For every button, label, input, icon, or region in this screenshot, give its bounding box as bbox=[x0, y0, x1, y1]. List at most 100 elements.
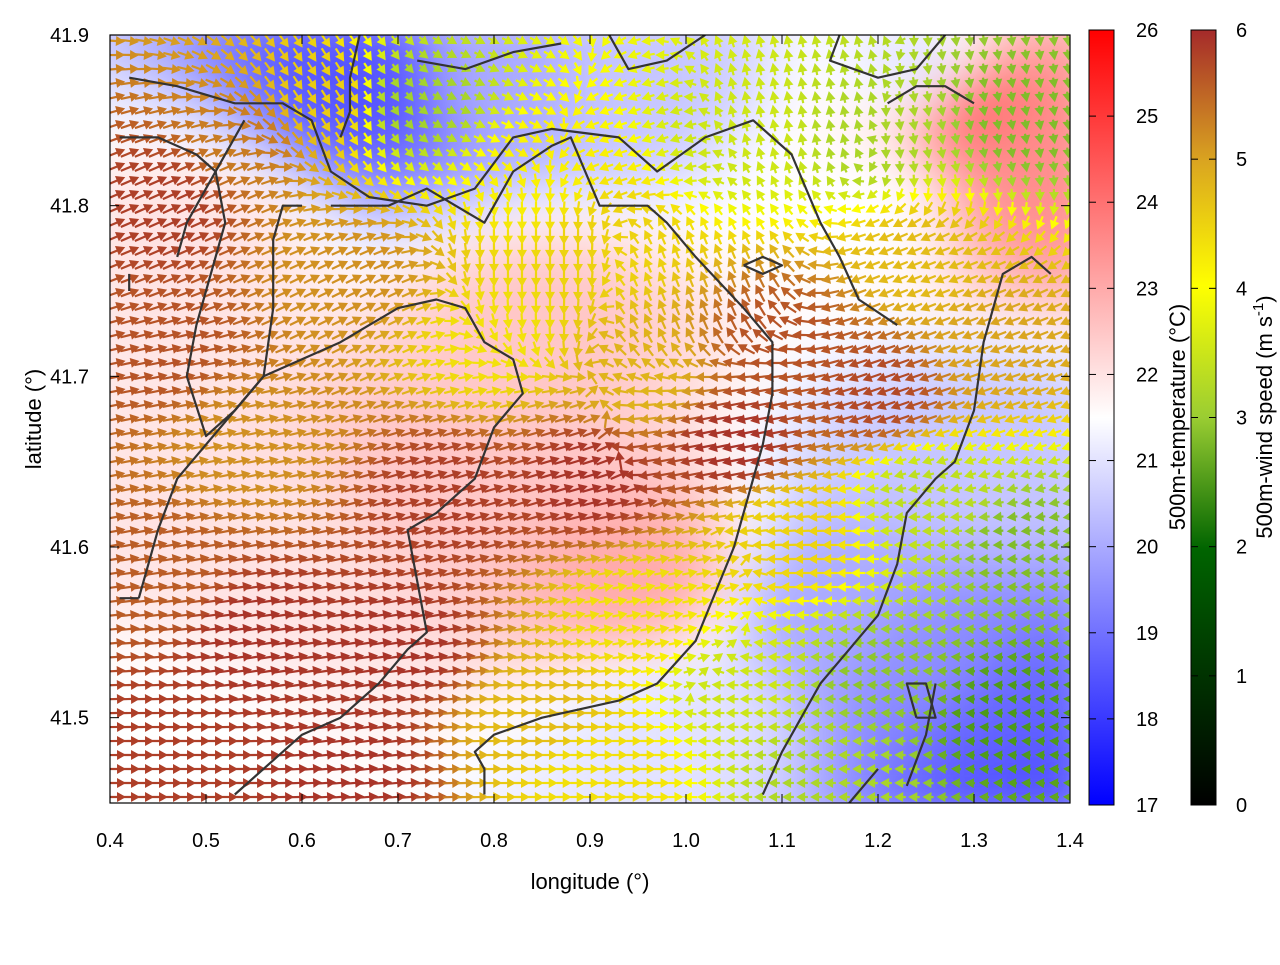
temperature-cell bbox=[734, 11, 759, 36]
temperature-cell bbox=[758, 803, 783, 828]
temperature-cell bbox=[134, 11, 159, 36]
temperature-cell bbox=[542, 803, 567, 828]
temperature-cell bbox=[566, 803, 591, 828]
temperature-cell bbox=[854, 11, 879, 36]
temperature-cell bbox=[782, 11, 807, 36]
temperature-cell bbox=[86, 155, 111, 180]
temperature-cell bbox=[350, 803, 375, 828]
temperature-cell bbox=[86, 251, 111, 276]
temperature-cell bbox=[830, 803, 855, 828]
temperature-cell bbox=[878, 11, 903, 36]
temperature-cell bbox=[230, 731, 255, 756]
temperature-cell bbox=[446, 803, 471, 828]
temperature-cell bbox=[86, 299, 111, 324]
temperature-cell bbox=[86, 683, 111, 708]
temperature-cell bbox=[1046, 11, 1071, 36]
temperature-cell bbox=[830, 11, 855, 36]
temperature-cell bbox=[1070, 803, 1095, 828]
temperature-cell bbox=[86, 107, 111, 132]
temperature-cell bbox=[86, 659, 111, 684]
temperature-cell bbox=[182, 803, 207, 828]
temperature-cell bbox=[542, 11, 567, 36]
temperature-cell bbox=[206, 11, 231, 36]
temperature-cell bbox=[614, 803, 639, 828]
temperature-cell bbox=[686, 803, 711, 828]
temperature-cell bbox=[566, 11, 591, 36]
temperature-cell bbox=[86, 731, 111, 756]
temperature-cell bbox=[734, 803, 759, 828]
temperature-cell bbox=[638, 803, 663, 828]
temperature-cell bbox=[950, 11, 975, 36]
temperature-cell bbox=[86, 755, 111, 780]
temperature-cell bbox=[902, 803, 927, 828]
temperature-cell bbox=[134, 803, 159, 828]
temperature-cell bbox=[998, 563, 1023, 588]
temperature-cell bbox=[86, 539, 111, 564]
temperature-cell bbox=[494, 803, 519, 828]
temperature-cell bbox=[374, 803, 399, 828]
temperature-cell bbox=[470, 803, 495, 828]
temperature-cell bbox=[206, 803, 231, 828]
temperature-cell bbox=[878, 803, 903, 828]
temperature-cell bbox=[830, 731, 855, 756]
temperature-cell bbox=[86, 35, 111, 60]
temperature-cell bbox=[782, 803, 807, 828]
temperature-cell bbox=[926, 803, 951, 828]
temperature-cell bbox=[998, 11, 1023, 36]
temperature-cell bbox=[926, 11, 951, 36]
temperature-cell bbox=[86, 11, 111, 36]
temperature-cell bbox=[326, 803, 351, 828]
temperature-cell bbox=[398, 803, 423, 828]
temperature-cell bbox=[446, 11, 471, 36]
temperature-cell bbox=[230, 803, 255, 828]
temperature-cell bbox=[86, 611, 111, 636]
temperature-cell bbox=[86, 179, 111, 204]
temperature-cell bbox=[86, 491, 111, 516]
temperature-cell bbox=[470, 11, 495, 36]
temperature-cell bbox=[590, 803, 615, 828]
temperature-cell bbox=[662, 11, 687, 36]
temperature-cell bbox=[86, 131, 111, 156]
temperature-cell bbox=[638, 11, 663, 36]
temperature-cell bbox=[86, 515, 111, 540]
temperature-cell bbox=[86, 347, 111, 372]
temperature-cell bbox=[86, 371, 111, 396]
temperature-cell bbox=[854, 803, 879, 828]
temperature-cell bbox=[86, 323, 111, 348]
temperature-cell bbox=[86, 227, 111, 252]
temperature-cell bbox=[422, 11, 447, 36]
temperature-cell bbox=[86, 707, 111, 732]
temperature-cell bbox=[86, 635, 111, 660]
temperature-cell bbox=[518, 803, 543, 828]
temperature-cell bbox=[278, 11, 303, 36]
temperature-cell bbox=[86, 395, 111, 420]
temperature-cell bbox=[182, 11, 207, 36]
temperature-cell bbox=[758, 11, 783, 36]
temperature-cell bbox=[1046, 731, 1071, 756]
temperature-cell bbox=[158, 803, 183, 828]
temperature-cell bbox=[710, 11, 735, 36]
temperature-cell bbox=[86, 779, 111, 804]
temperature-cell bbox=[710, 803, 735, 828]
temperature-cell bbox=[278, 803, 303, 828]
temperature-cell bbox=[86, 59, 111, 84]
temperature-cell bbox=[398, 11, 423, 36]
temperature-cell bbox=[614, 11, 639, 36]
temperature-cell bbox=[518, 11, 543, 36]
temperature-cell bbox=[902, 11, 927, 36]
temperature-cell bbox=[350, 11, 375, 36]
temperature-cell bbox=[86, 803, 111, 828]
temperature-cell bbox=[1022, 803, 1047, 828]
temperature-cell bbox=[470, 251, 495, 276]
temperature-cell bbox=[230, 11, 255, 36]
temperature-cell bbox=[86, 419, 111, 444]
temperature-cell bbox=[86, 467, 111, 492]
temperature-cell bbox=[686, 11, 711, 36]
temperature-cell bbox=[302, 11, 327, 36]
temperature-cell bbox=[974, 11, 999, 36]
temperature-cell bbox=[254, 11, 279, 36]
temperature-cell bbox=[110, 11, 135, 36]
temperature-cell bbox=[86, 275, 111, 300]
temperature-cell bbox=[374, 11, 399, 36]
